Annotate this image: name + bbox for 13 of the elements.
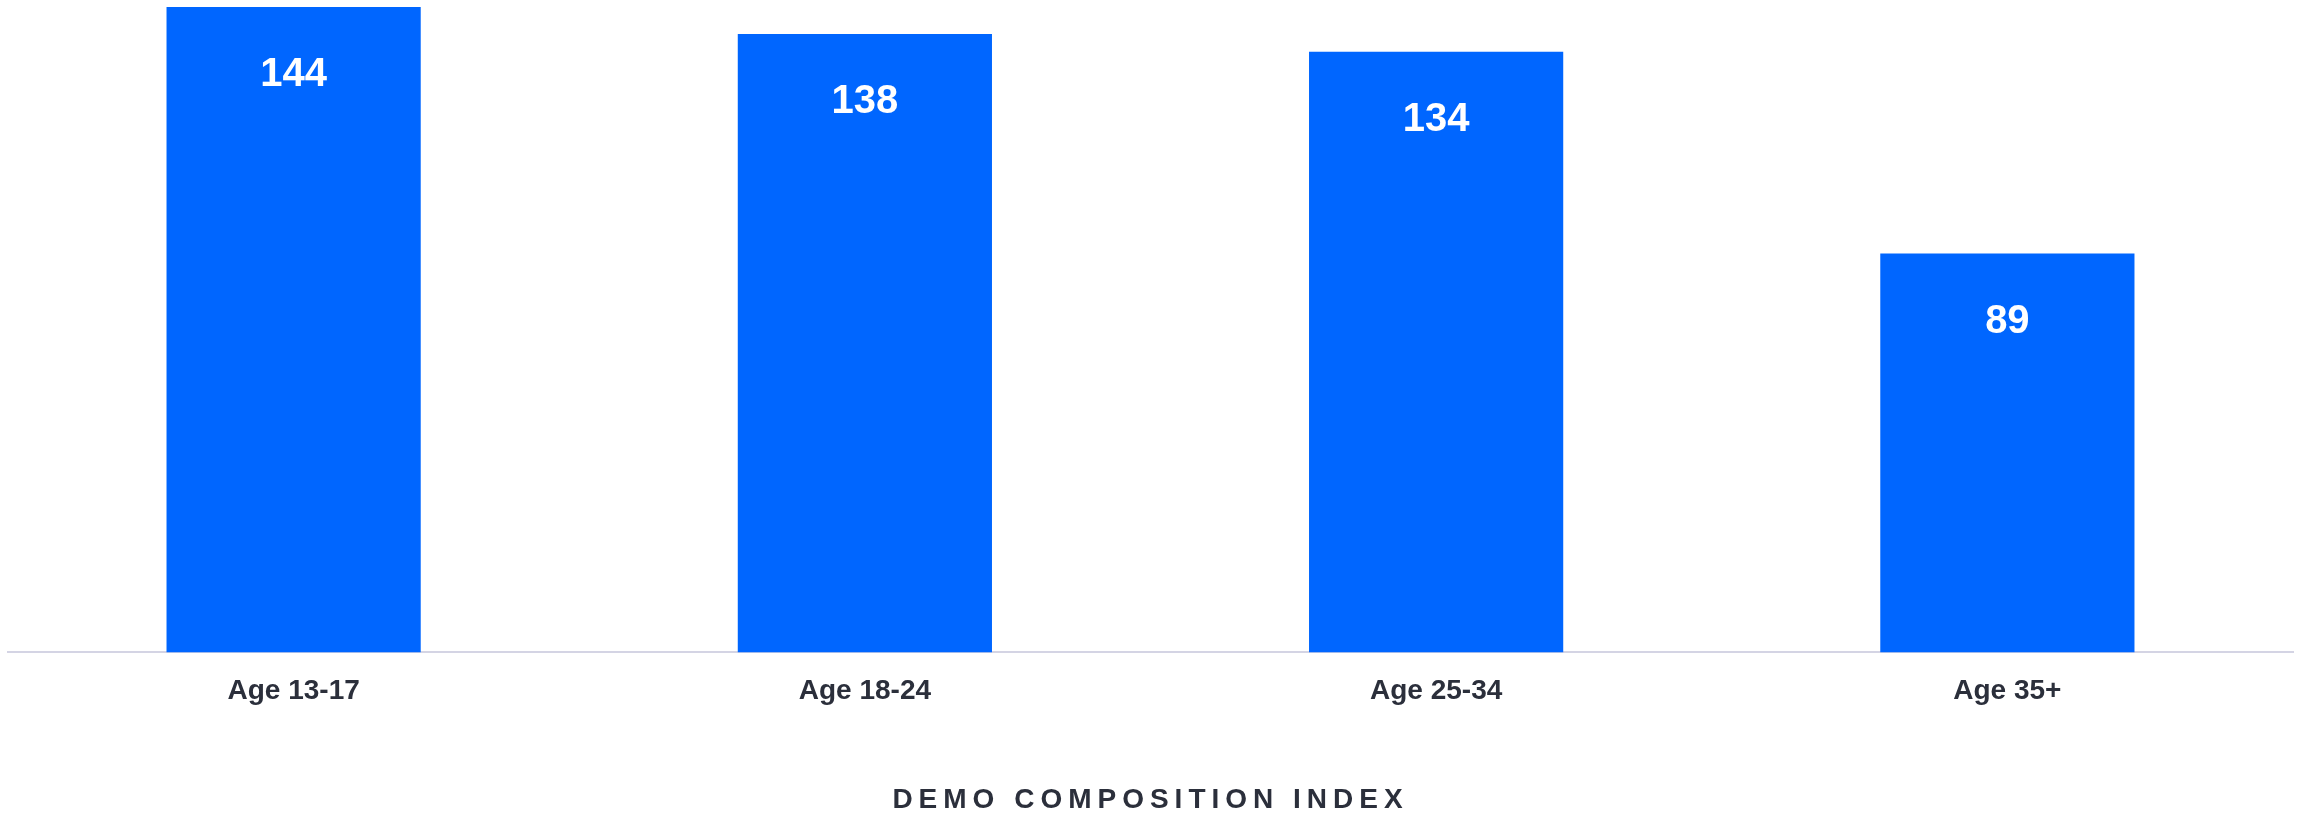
bar (1309, 51, 1564, 653)
data-label: 134 (1402, 94, 1471, 139)
bar (166, 7, 421, 653)
data-label: 89 (1985, 296, 2030, 341)
x-tick-label: Age 18-24 (798, 673, 932, 705)
data-label: 138 (831, 76, 899, 121)
bar (737, 33, 992, 653)
x-axis-title: DEMO COMPOSITION INDEX (892, 782, 1409, 814)
bar (1880, 253, 2135, 653)
x-tick-label: Age 35+ (1953, 673, 2062, 705)
x-tick-label: Age 25-34 (1369, 673, 1503, 705)
x-tick-label: Age 13-17 (227, 673, 360, 705)
data-label: 144 (260, 50, 328, 95)
